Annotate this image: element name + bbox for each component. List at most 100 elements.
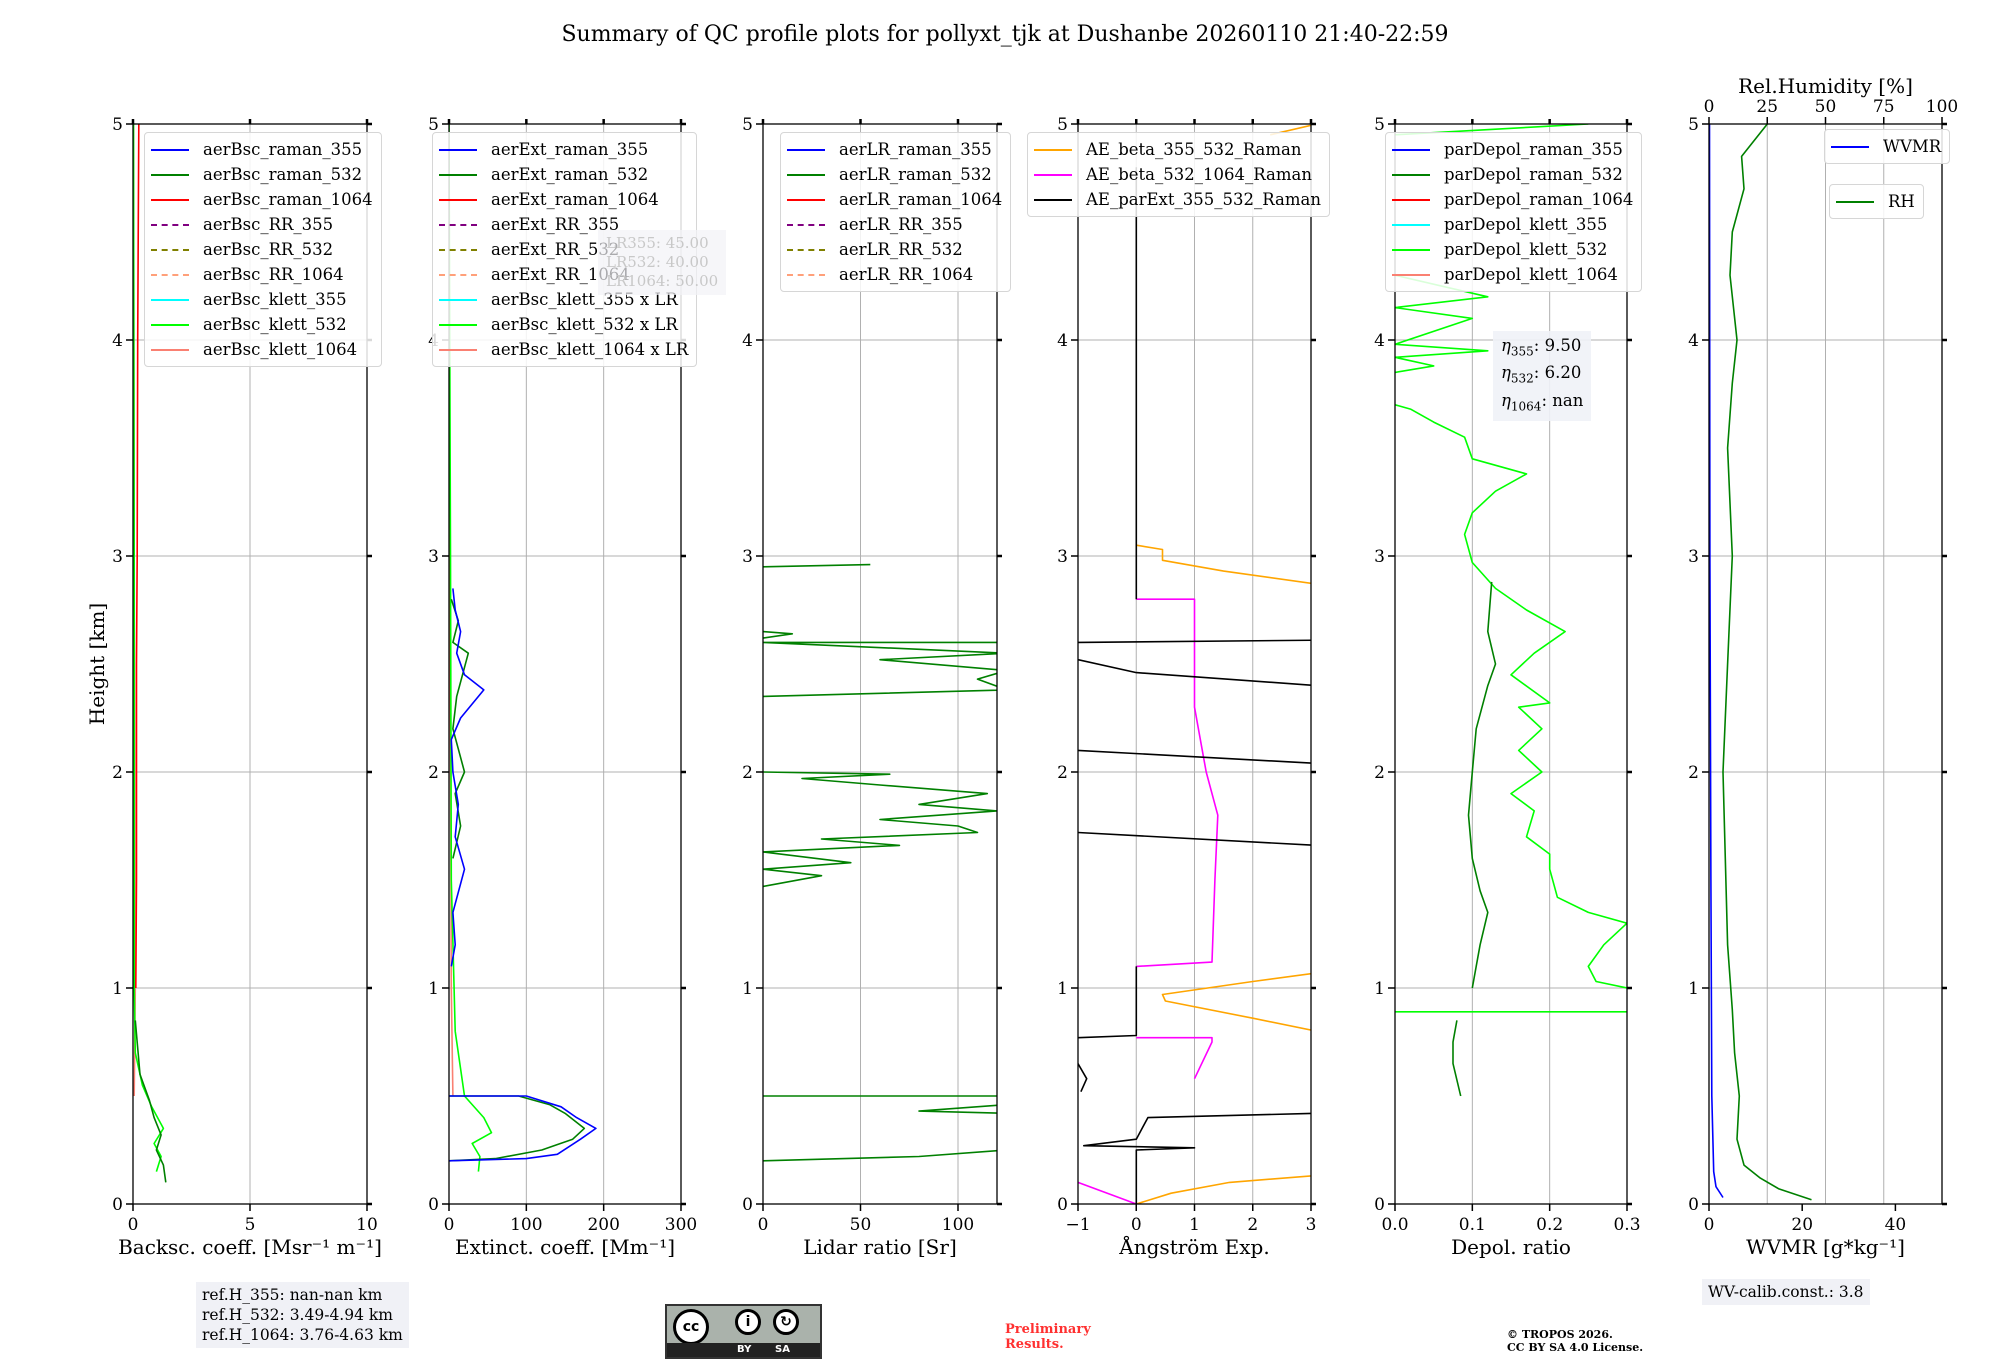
series-line-aerLR_raman_532 bbox=[763, 630, 794, 639]
legend-entry: RH bbox=[1836, 189, 1915, 214]
legend-swatch bbox=[787, 173, 825, 176]
series-line-AE_parExt_355_532_Raman bbox=[1078, 658, 1311, 686]
reference-height-box: ref.H_355: nan-nan km ref.H_532: 3.49-4.… bbox=[196, 1282, 409, 1348]
legend-swatch bbox=[439, 348, 477, 351]
legend-entry: aerBsc_RR_355 bbox=[151, 212, 373, 237]
legend-entry: aerBsc_raman_532 bbox=[151, 162, 373, 187]
legend-swatch bbox=[151, 223, 189, 226]
legend-swatch bbox=[1034, 173, 1072, 176]
legend-entry: aerBsc_klett_532 x LR bbox=[439, 312, 688, 337]
legend-entry: AE_beta_355_532_Raman bbox=[1034, 137, 1321, 162]
series-line-AE_beta_532_1064_Raman bbox=[1136, 598, 1219, 968]
legend-swatch bbox=[1392, 198, 1430, 201]
y-tick-label: 0 bbox=[1057, 1195, 1068, 1215]
legend-entry: aerLR_raman_355 bbox=[787, 137, 1002, 162]
y-tick-label: 5 bbox=[1374, 115, 1385, 135]
series-group bbox=[1395, 124, 1627, 1097]
legend-entry: aerBsc_klett_1064 bbox=[151, 337, 373, 362]
legend-label: aerLR_RR_355 bbox=[839, 215, 963, 234]
legend-label: aerLR_RR_1064 bbox=[839, 265, 974, 284]
y-tick-label: 2 bbox=[112, 763, 123, 783]
ref-height-1064: ref.H_1064: 3.76-4.63 km bbox=[202, 1326, 403, 1344]
legend-swatch bbox=[787, 273, 825, 276]
legend-entry: parDepol_raman_532 bbox=[1392, 162, 1633, 187]
legend-label: parDepol_raman_355 bbox=[1444, 140, 1623, 159]
series-line-aerLR_raman_532 bbox=[763, 563, 871, 568]
series-line-AE_parExt_355_532_Raman bbox=[1083, 1112, 1311, 1204]
series-line-AE_beta_355_532_Raman bbox=[1161, 972, 1311, 1031]
legend-entry: aerExt_RR_355 bbox=[439, 212, 688, 237]
x-tick-label: 2 bbox=[1247, 1215, 1258, 1235]
legend-entry: aerBsc_RR_532 bbox=[151, 237, 373, 262]
legend-entry: aerBsc_klett_1064 x LR bbox=[439, 337, 688, 362]
legend-label: aerBsc_klett_1064 bbox=[203, 340, 358, 359]
legend-wvmr-rh: RH bbox=[1829, 184, 1924, 219]
series-line-parDepol_klett_532 bbox=[1395, 404, 1627, 989]
x-axis-label: WVMR [g*kg⁻¹] bbox=[1746, 1235, 1905, 1259]
eta-annotation-line: η532: 6.20 bbox=[1501, 362, 1583, 389]
x-tick-label: 3 bbox=[1306, 1215, 1317, 1235]
series-group bbox=[1078, 124, 1311, 1204]
legend-depol: parDepol_raman_355 parDepol_raman_532 parD… bbox=[1385, 132, 1643, 292]
x-tick-label: 0.1 bbox=[1459, 1215, 1486, 1235]
x-tick-label: 1 bbox=[1189, 1215, 1200, 1235]
x-tick-label: 50 bbox=[850, 1215, 872, 1235]
x-tick-label: 0 bbox=[444, 1215, 455, 1235]
legend-entry: aerExt_raman_355 bbox=[439, 137, 688, 162]
copyright-note: © TROPOS 2026. CC BY SA 4.0 License. bbox=[1507, 1328, 1643, 1354]
legend-label: parDepol_raman_1064 bbox=[1444, 190, 1634, 209]
y-tick-label: 3 bbox=[112, 547, 123, 567]
x-tick-label: 10 bbox=[356, 1215, 378, 1235]
y-tick-label: 0 bbox=[112, 1195, 123, 1215]
axes-frame bbox=[1394, 123, 1628, 1205]
x-tick-label: 100 bbox=[510, 1215, 542, 1235]
legend-swatch bbox=[787, 248, 825, 251]
eta-value: : 6.20 bbox=[1533, 363, 1582, 383]
eta-wavelength: 1064 bbox=[1510, 398, 1542, 413]
lidar-ratio-annotation-line: LR532: 40.00 bbox=[606, 253, 709, 271]
y-tick-label: 4 bbox=[742, 331, 753, 351]
y-tick-label: 0 bbox=[1688, 1195, 1699, 1215]
y-tick-label: 3 bbox=[742, 547, 753, 567]
legend-entry: aerLR_RR_1064 bbox=[787, 262, 1002, 287]
series-line-aerExt_raman_532 bbox=[449, 1095, 586, 1162]
legend-swatch bbox=[787, 198, 825, 201]
legend-swatch bbox=[151, 298, 189, 301]
y-tick-label: 3 bbox=[1688, 547, 1699, 567]
legend-label: aerLR_RR_532 bbox=[839, 240, 963, 259]
legend-entry: aerBsc_raman_355 bbox=[151, 137, 373, 162]
eta-symbol: η bbox=[1501, 390, 1511, 410]
x-axis-label: Depol. ratio bbox=[1451, 1235, 1571, 1259]
y-tick-label: 2 bbox=[742, 763, 753, 783]
axes-frame bbox=[448, 123, 682, 1205]
series-line-AE_beta_532_1064_Raman bbox=[1136, 1036, 1213, 1080]
legend-label: AE_beta_355_532_Raman bbox=[1086, 140, 1302, 159]
y-tick-label: 1 bbox=[1374, 979, 1385, 999]
top-x-tick-label: 50 bbox=[1815, 97, 1837, 117]
legend-label: aerExt_RR_355 bbox=[491, 215, 620, 234]
legend-entry: parDepol_raman_1064 bbox=[1392, 187, 1633, 212]
series-line-AE_beta_532_1064_Raman bbox=[1078, 1181, 1137, 1204]
x-axis-label: Ångström Exp. bbox=[1118, 1234, 1269, 1259]
legend-swatch bbox=[439, 173, 477, 176]
y-tick-label: 3 bbox=[428, 547, 439, 567]
preliminary-line-1: Preliminary bbox=[1005, 1322, 1091, 1337]
eta-wavelength: 532 bbox=[1510, 371, 1534, 386]
x-tick-label: 0.0 bbox=[1381, 1215, 1408, 1235]
legend-swatch bbox=[151, 273, 189, 276]
legend-swatch bbox=[1392, 223, 1430, 226]
legend-entry: aerLR_RR_532 bbox=[787, 237, 1002, 262]
eta-value: : nan bbox=[1541, 390, 1584, 410]
legend-swatch bbox=[439, 248, 477, 251]
legend-label: aerLR_raman_355 bbox=[839, 140, 992, 159]
legend-swatch bbox=[439, 148, 477, 151]
legend-label: AE_parExt_355_532_Raman bbox=[1086, 190, 1321, 209]
copyright-line-2: CC BY SA 4.0 License. bbox=[1507, 1341, 1644, 1354]
series-line-aerExt_raman_355 bbox=[450, 588, 485, 967]
eta-symbol: η bbox=[1501, 363, 1511, 383]
legend-swatch bbox=[151, 348, 189, 351]
y-tick-label: 5 bbox=[1688, 115, 1699, 135]
